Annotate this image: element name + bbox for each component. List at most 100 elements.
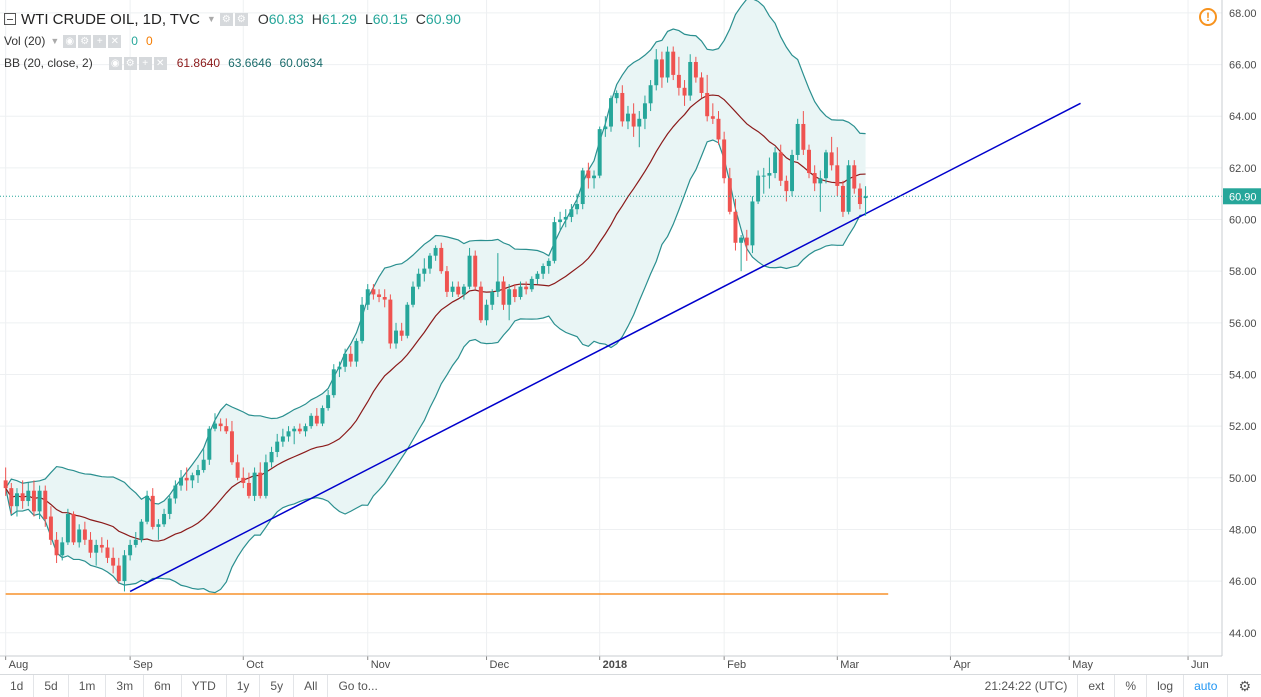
candle	[218, 418, 223, 432]
gear-icon[interactable]: ⚙	[1227, 675, 1261, 697]
candle	[541, 263, 546, 279]
chevron-down-icon[interactable]: ▼	[50, 36, 60, 46]
x-tick-label: Aug	[9, 659, 29, 671]
close-value: C60.90	[415, 11, 461, 27]
candle-body	[263, 462, 268, 496]
candle-body	[863, 196, 868, 199]
candle	[473, 250, 478, 290]
candle-body	[105, 547, 110, 558]
candle-body	[637, 118, 642, 127]
volume-indicator-label[interactable]: Vol (20)	[4, 34, 46, 48]
candle	[778, 144, 783, 186]
y-tick-label: 64.00	[1229, 111, 1257, 123]
timeframe-3m[interactable]: 3m	[106, 675, 145, 697]
gear-icon[interactable]: ⚙	[234, 12, 248, 26]
candle	[314, 408, 319, 427]
candle	[235, 454, 240, 481]
candle	[461, 284, 466, 300]
auto-scale-toggle[interactable]: auto	[1183, 675, 1227, 697]
timeframe-ytd[interactable]: YTD	[182, 675, 227, 697]
chevron-down-icon[interactable]: ▼	[206, 14, 216, 24]
candle-body	[795, 123, 800, 155]
candle-body	[818, 178, 823, 184]
timeframe-6m[interactable]: 6m	[144, 675, 182, 697]
candle	[99, 537, 104, 553]
candle	[659, 51, 664, 88]
bb-indicator-label[interactable]: BB (20, close, 2)	[4, 56, 93, 70]
alert-clock-icon[interactable]: !	[1199, 8, 1217, 26]
candle	[309, 413, 314, 429]
candle-body	[280, 436, 285, 442]
eye-icon[interactable]: ◉	[108, 56, 122, 70]
candle-body	[94, 544, 99, 553]
candle	[173, 480, 178, 504]
candle-body	[773, 152, 778, 174]
candle-body	[54, 539, 59, 556]
candle	[801, 111, 806, 155]
candle	[31, 480, 36, 517]
timeframe-5d[interactable]: 5d	[34, 675, 69, 697]
candle-body	[371, 289, 376, 295]
timeframe-all[interactable]: All	[294, 675, 329, 697]
candle-body	[614, 92, 619, 99]
candle-body	[303, 426, 308, 432]
last-price-label-bg	[1223, 188, 1261, 205]
candle-body	[71, 513, 76, 543]
close-icon[interactable]: ✕	[108, 34, 122, 48]
eye-icon[interactable]: ◉	[63, 34, 77, 48]
close-icon[interactable]: ✕	[153, 56, 167, 70]
symbol-title[interactable]: WTI CRUDE OIL, 1D, TVC	[21, 10, 200, 28]
candle-body	[535, 273, 540, 279]
candle-body	[552, 222, 557, 261]
bb-fill	[5, 0, 866, 593]
candle	[145, 490, 150, 525]
clock-readout[interactable]: 21:24:22 (UTC)	[984, 679, 1068, 693]
goto-date-button[interactable]: Go to...	[338, 679, 378, 693]
candle	[501, 276, 506, 310]
candle-body	[190, 475, 195, 481]
candle-body	[625, 113, 630, 122]
candle	[699, 72, 704, 99]
settings-icon[interactable]: ⚙	[78, 34, 92, 48]
add-icon[interactable]: +	[138, 56, 152, 70]
legend-bb-row: BB (20, close, 2) ◉ ⚙ + ✕ 61.8640 63.664…	[4, 52, 461, 74]
candle-body	[235, 462, 240, 478]
add-icon[interactable]: +	[93, 34, 107, 48]
timeframe-5y[interactable]: 5y	[260, 675, 295, 697]
candle-body	[37, 490, 42, 512]
candle-body	[665, 51, 670, 78]
candle-body	[326, 395, 331, 409]
candle	[739, 235, 744, 272]
timeframe-1d[interactable]: 1d	[0, 675, 35, 697]
candle	[297, 423, 302, 434]
candle	[224, 418, 229, 434]
candle	[26, 482, 31, 507]
settings-icon[interactable]: ⚙	[219, 12, 233, 26]
candle-body	[642, 103, 647, 119]
x-tick-label: May	[1072, 659, 1093, 671]
y-tick-label: 44.00	[1229, 628, 1257, 640]
candle-body	[558, 219, 563, 223]
bb-upper-value: 63.6646	[228, 56, 272, 70]
candle-body	[145, 495, 150, 522]
candle-body	[648, 85, 653, 104]
candle	[863, 186, 868, 216]
timeframe-1m[interactable]: 1m	[69, 675, 107, 697]
candle-body	[592, 175, 597, 179]
timeframe-1y[interactable]: 1y	[227, 675, 261, 697]
settings-icon[interactable]: ⚙	[123, 56, 137, 70]
y-tick-label: 56.00	[1229, 318, 1257, 330]
candle-body	[82, 529, 87, 540]
candle-body	[377, 294, 382, 298]
percent-scale-toggle[interactable]: %	[1114, 675, 1146, 697]
collapse-legend-icon[interactable]	[4, 13, 16, 25]
bollinger-bands	[5, 0, 866, 594]
candle-body	[512, 289, 517, 298]
extended-hours-toggle[interactable]: ext	[1077, 675, 1114, 697]
candle	[258, 462, 263, 499]
candle-body	[348, 353, 353, 362]
candle-body	[201, 459, 206, 471]
chart-canvas[interactable]: 44.00 46.00 48.00 50.00 52.00 54.00 56.00 58.00…	[0, 0, 1261, 674]
log-scale-toggle[interactable]: log	[1146, 675, 1183, 697]
